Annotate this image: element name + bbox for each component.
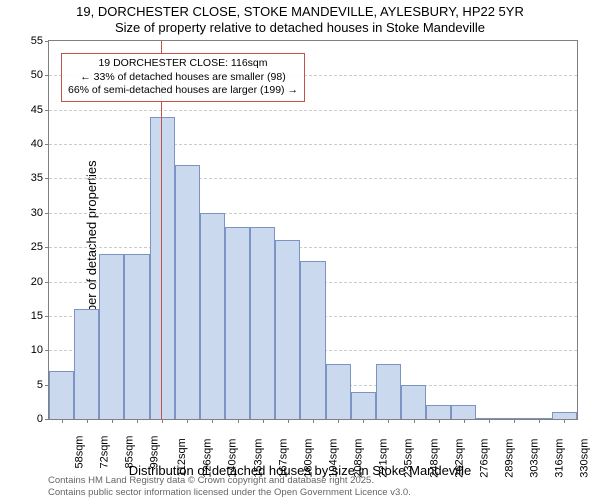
grid-line	[49, 144, 577, 146]
x-tick-mark	[439, 419, 440, 423]
annotation-box: 19 DORCHESTER CLOSE: 116sqm ← 33% of det…	[61, 53, 305, 102]
annotation-line-3: 66% of semi-detached houses are larger (…	[68, 84, 298, 98]
histogram-bar	[99, 254, 124, 419]
y-tick-label: 45	[31, 104, 49, 116]
histogram-bar	[49, 371, 74, 419]
histogram-bar	[300, 261, 325, 419]
x-tick-mark	[162, 419, 163, 423]
y-tick-label: 55	[31, 35, 49, 47]
x-tick-mark	[137, 419, 138, 423]
plot-area: 051015202530354045505558sqm72sqm85sqm99s…	[48, 40, 578, 420]
x-tick-mark	[313, 419, 314, 423]
x-tick-mark	[489, 419, 490, 423]
histogram-bar	[124, 254, 149, 419]
histogram-bar	[175, 165, 200, 419]
histogram-bar	[275, 240, 300, 419]
x-tick-mark	[238, 419, 239, 423]
x-tick-mark	[338, 419, 339, 423]
histogram-bar	[250, 227, 275, 419]
y-tick-label: 0	[37, 413, 49, 425]
x-tick-mark	[464, 419, 465, 423]
footer-attribution: Contains HM Land Registry data © Crown c…	[48, 475, 411, 498]
x-tick-mark	[187, 419, 188, 423]
x-tick-mark	[388, 419, 389, 423]
y-tick-label: 35	[31, 172, 49, 184]
footer-line-2: Contains public sector information licen…	[48, 487, 411, 498]
y-tick-label: 30	[31, 207, 49, 219]
annotation-line-2: ← 33% of detached houses are smaller (98…	[68, 71, 298, 85]
y-tick-label: 25	[31, 241, 49, 253]
y-tick-label: 40	[31, 138, 49, 150]
chart-title-line2: Size of property relative to detached ho…	[0, 20, 600, 35]
x-tick-mark	[87, 419, 88, 423]
x-tick-mark	[414, 419, 415, 423]
x-tick-mark	[539, 419, 540, 423]
x-tick-mark	[288, 419, 289, 423]
grid-line	[49, 110, 577, 112]
x-tick-mark	[62, 419, 63, 423]
histogram-bar	[326, 364, 351, 419]
footer-line-1: Contains HM Land Registry data © Crown c…	[48, 475, 411, 486]
histogram-bar	[401, 385, 426, 419]
x-tick-mark	[212, 419, 213, 423]
y-tick-label: 10	[31, 344, 49, 356]
histogram-bar	[200, 213, 225, 419]
x-tick-mark	[514, 419, 515, 423]
histogram-bar	[426, 405, 451, 419]
chart-container: 19, DORCHESTER CLOSE, STOKE MANDEVILLE, …	[0, 0, 600, 500]
x-tick-mark	[564, 419, 565, 423]
grid-line	[49, 247, 577, 249]
x-tick-mark	[112, 419, 113, 423]
histogram-bar	[225, 227, 250, 419]
histogram-bar	[552, 412, 577, 419]
y-tick-label: 20	[31, 276, 49, 288]
histogram-bar	[376, 364, 401, 419]
histogram-bar	[451, 405, 476, 419]
annotation-line-1: 19 DORCHESTER CLOSE: 116sqm	[68, 57, 298, 71]
y-tick-label: 15	[31, 310, 49, 322]
chart-title-line1: 19, DORCHESTER CLOSE, STOKE MANDEVILLE, …	[0, 4, 600, 19]
x-tick-mark	[263, 419, 264, 423]
histogram-bar	[74, 309, 99, 419]
histogram-bar	[351, 392, 376, 419]
y-tick-label: 50	[31, 69, 49, 81]
x-tick-mark	[363, 419, 364, 423]
y-tick-label: 5	[37, 379, 49, 391]
grid-line	[49, 213, 577, 215]
grid-line	[49, 178, 577, 180]
